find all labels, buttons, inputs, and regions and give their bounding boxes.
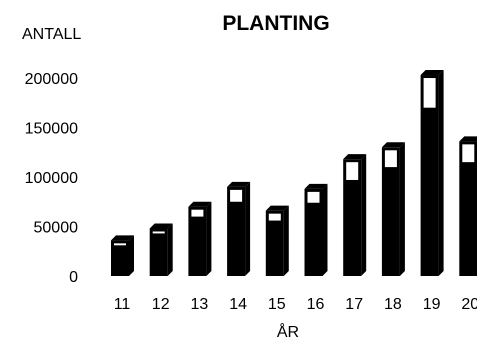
bar-front xyxy=(265,210,284,276)
bar-top xyxy=(227,181,251,187)
bars xyxy=(111,70,477,276)
x-tick-label: 18 xyxy=(384,296,402,313)
x-tick-label: 15 xyxy=(268,296,286,313)
bar-top xyxy=(343,154,367,160)
y-tick-label: 50000 xyxy=(34,220,79,237)
x-tick-label: 13 xyxy=(191,296,209,313)
x-tick-label: 17 xyxy=(345,296,363,313)
y-tick-label: 0 xyxy=(69,269,78,286)
bar xyxy=(111,235,134,276)
bar-cap xyxy=(384,150,397,168)
bar xyxy=(227,181,251,276)
bar-side xyxy=(438,70,444,276)
x-tick-label: 14 xyxy=(229,296,247,313)
bar-top xyxy=(265,205,289,211)
bar-cap xyxy=(423,78,436,108)
bar xyxy=(420,70,444,276)
bar-cap xyxy=(268,213,281,221)
bar-front xyxy=(227,186,246,276)
bar-top xyxy=(304,183,328,189)
bar-front xyxy=(149,228,168,276)
bar-side xyxy=(322,183,328,276)
bar-cap xyxy=(230,189,243,202)
bar-top xyxy=(149,223,173,229)
bar-cap xyxy=(191,209,204,217)
bar-cap xyxy=(114,243,126,246)
bar-side xyxy=(283,205,289,276)
bar-front xyxy=(304,188,323,276)
x-tick-label: 12 xyxy=(152,296,170,313)
bar-front xyxy=(188,206,207,276)
bar-front xyxy=(420,75,439,276)
bar-front xyxy=(381,147,400,276)
bar-top xyxy=(420,70,444,76)
y-tick-label: 200000 xyxy=(25,71,78,88)
x-tick-label: 11 xyxy=(114,296,131,313)
x-tick-label: 19 xyxy=(423,296,441,313)
y-axis-label: ANTALL xyxy=(22,26,81,43)
bar-side xyxy=(361,154,367,276)
bar-front xyxy=(459,141,477,276)
bar xyxy=(188,201,212,276)
bar xyxy=(149,223,173,276)
bar-front xyxy=(111,240,129,276)
chart-title: PLANTING xyxy=(222,12,329,35)
y-tick-label: 150000 xyxy=(25,121,78,138)
bar xyxy=(459,136,477,276)
bar-cap xyxy=(346,162,359,180)
x-tick-labels: 11 12 13 14 15 16 17 18 19 20 xyxy=(114,296,477,313)
bar-front xyxy=(343,159,362,276)
y-tick-label: 100000 xyxy=(25,170,78,187)
bar-top xyxy=(381,142,405,148)
bar-cap xyxy=(307,191,320,203)
bar-top xyxy=(188,201,212,207)
bar-side xyxy=(245,181,251,276)
bar-side xyxy=(129,235,134,276)
bar-side xyxy=(399,142,405,276)
x-tick-label: 20 xyxy=(461,296,477,313)
bar xyxy=(304,183,328,276)
x-tick-label: 16 xyxy=(307,296,325,313)
bar-side xyxy=(167,223,173,276)
bar-side xyxy=(206,201,212,276)
y-tick-labels: 0 50000 100000 150000 200000 xyxy=(25,71,78,286)
bar xyxy=(265,205,289,276)
bar-cap xyxy=(152,231,165,234)
bar xyxy=(343,154,367,276)
bar-top xyxy=(459,136,477,142)
bar-top xyxy=(111,235,134,241)
bar-cap xyxy=(462,144,475,163)
bar xyxy=(381,142,405,276)
x-axis-label: ÅR xyxy=(277,322,299,340)
